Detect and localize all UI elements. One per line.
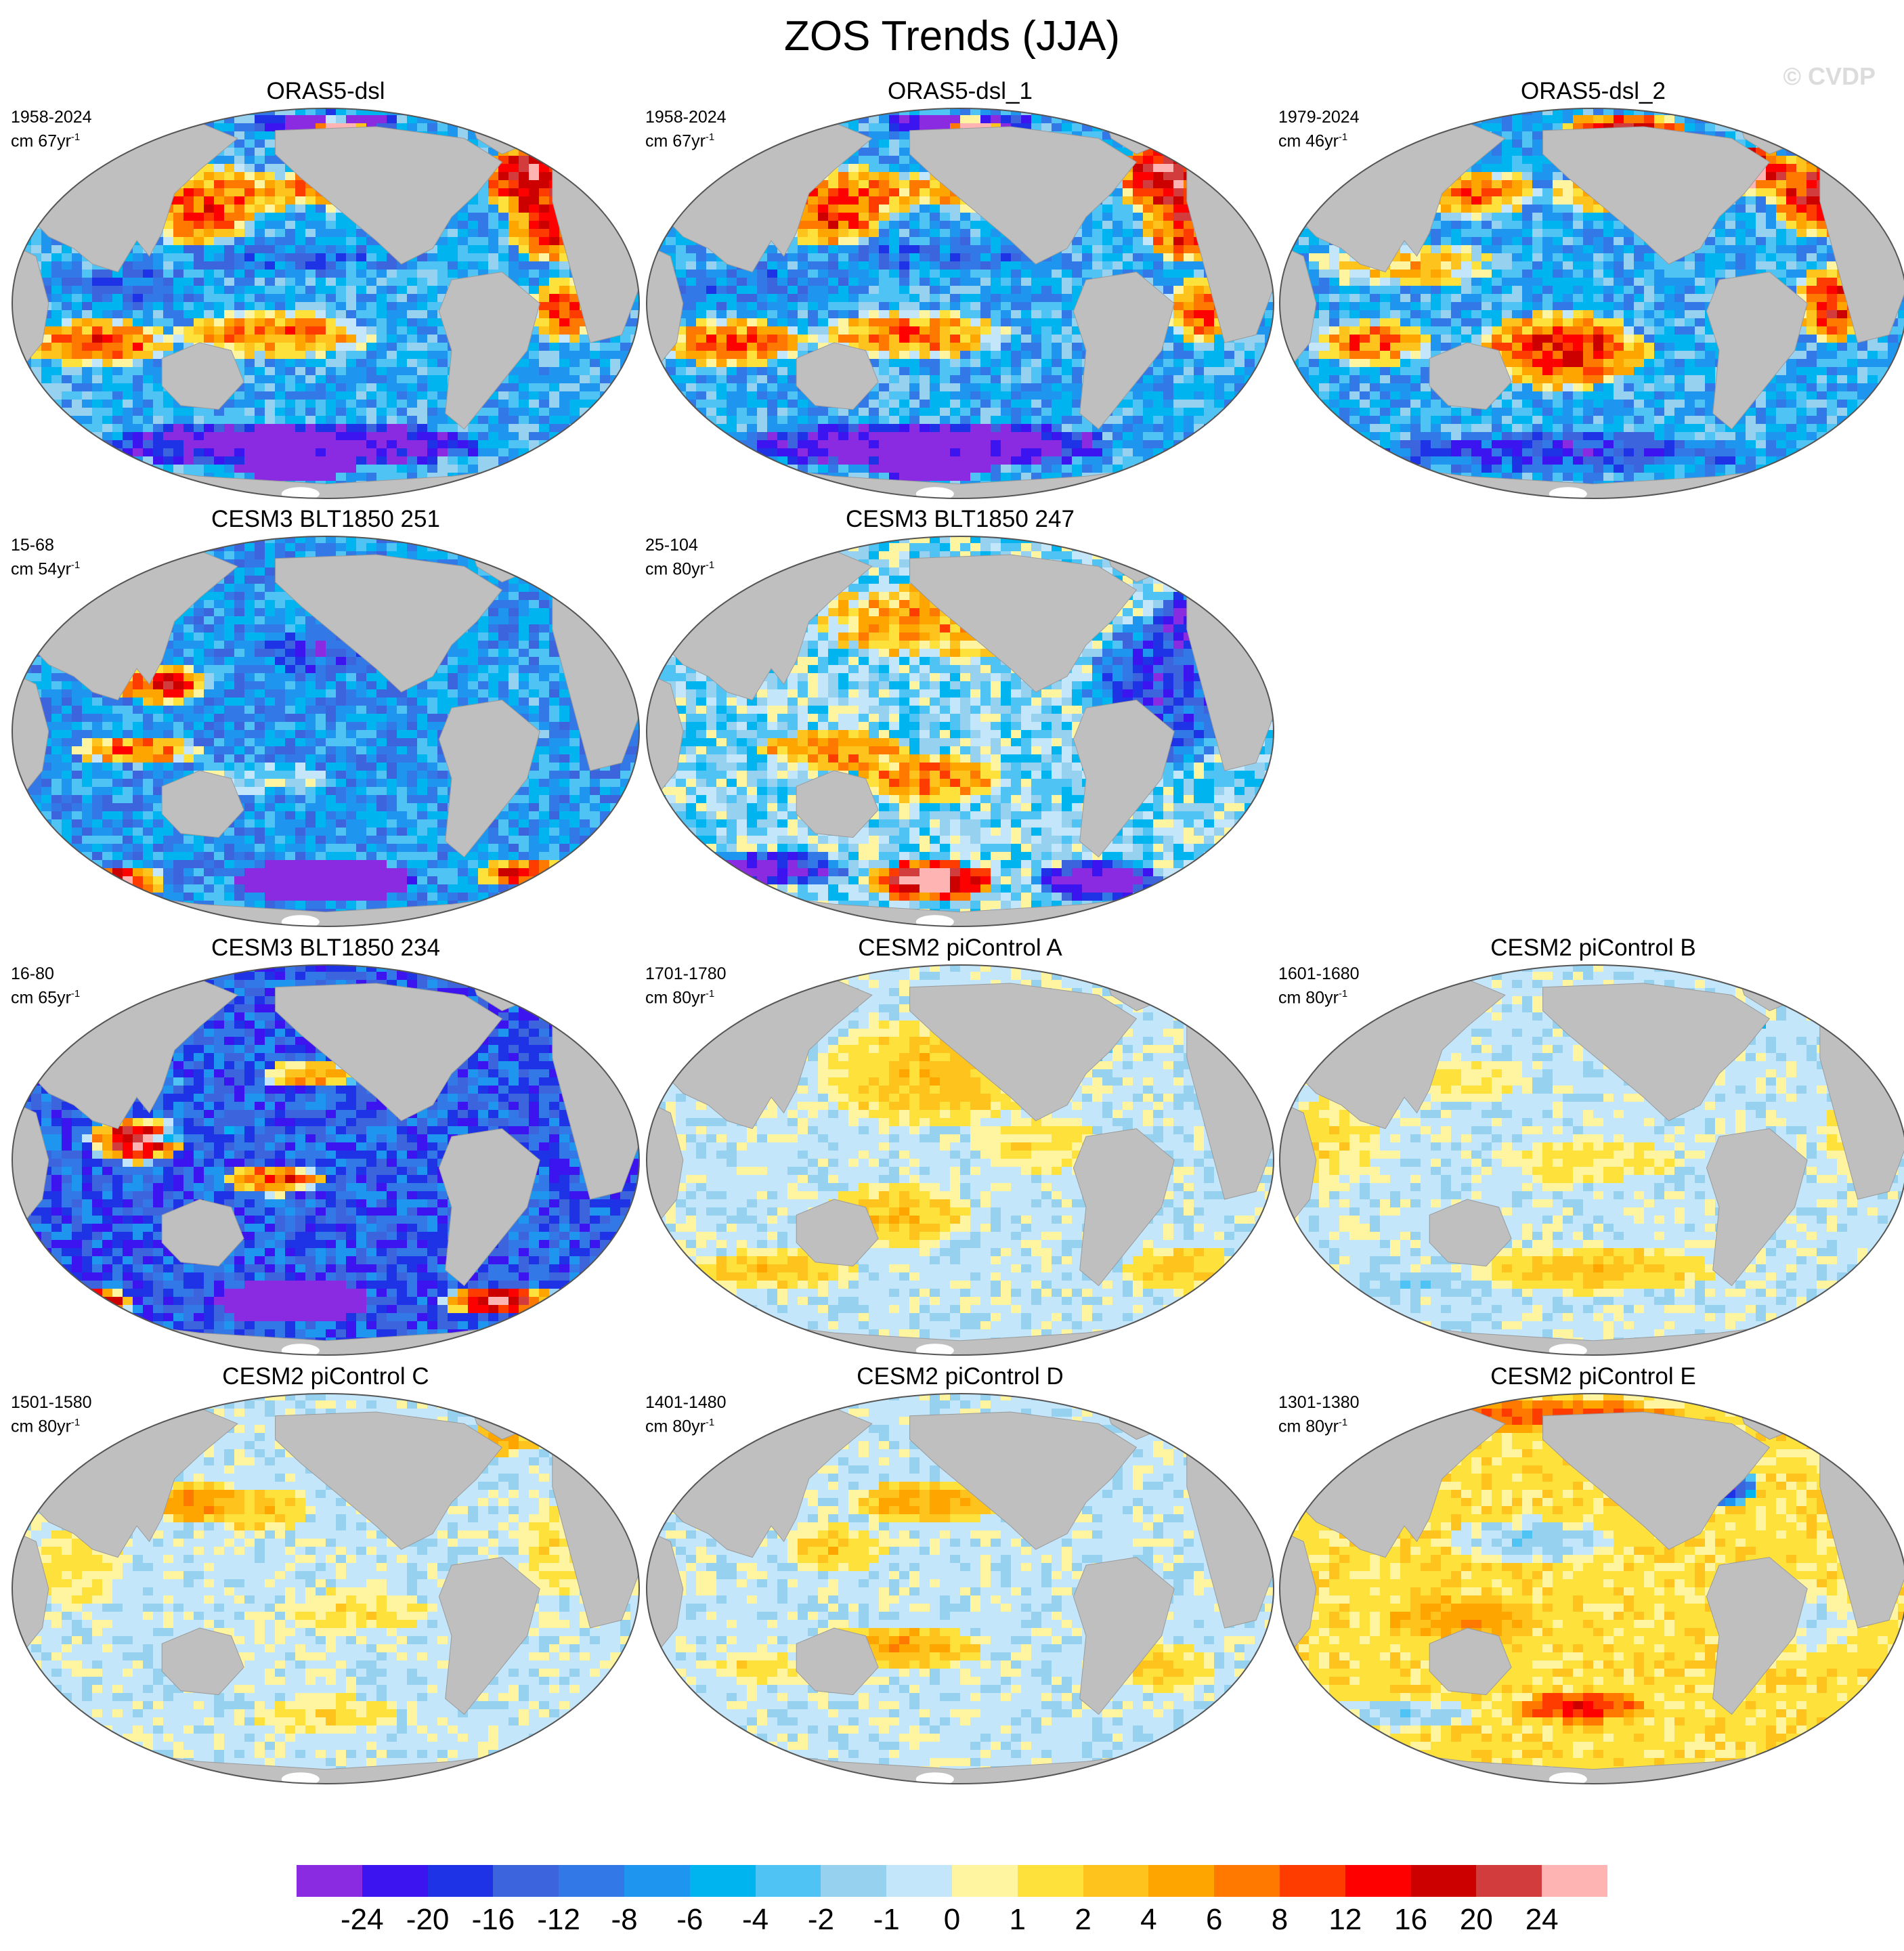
colorbar-tick-label: 24 [1505, 1903, 1579, 1937]
colorbar-tick-label: -24 [325, 1903, 399, 1937]
map-panel-p9: CESM2 piControl C 1501-1580 cm 80yr-1 [11, 1363, 641, 1819]
colorbar-box [624, 1865, 691, 1897]
panel-units: cm 46yr-1 [1278, 127, 1347, 151]
colorbar-box [1083, 1865, 1149, 1897]
map-panel-p11: CESM2 piControl E 1301-1380 cm 80yr-1 [1278, 1363, 1904, 1819]
panel-title: CESM2 piControl C [11, 1361, 641, 1392]
colorbar-box [689, 1865, 756, 1897]
colorbar-box [755, 1865, 821, 1897]
panel-period: 1958-2024 [11, 107, 92, 127]
panel-period: 1301-1380 [1278, 1392, 1360, 1413]
colorbar-box [1148, 1865, 1215, 1897]
colorbar-tick-label: -8 [587, 1903, 662, 1937]
colorbar-tick-label: -2 [783, 1903, 858, 1937]
colorbar-tick-label: -4 [718, 1903, 793, 1937]
colorbar-tick-label: 0 [915, 1903, 989, 1937]
panel-title: ORAS5-dsl [11, 76, 641, 107]
colorbar-tick-label: 20 [1439, 1903, 1513, 1937]
panel-units: cm 65yr-1 [11, 984, 80, 1008]
map-p4 [12, 536, 640, 927]
panel-period: 1701-1780 [645, 964, 727, 984]
colorbar-tick-label: -20 [391, 1903, 465, 1937]
map-p9 [12, 1393, 640, 1784]
map-p2 [646, 108, 1274, 499]
colorbar-box [1476, 1865, 1542, 1897]
panel-units: cm 80yr-1 [1278, 984, 1347, 1008]
colorbar-box [952, 1865, 1018, 1897]
colorbar-box [1280, 1865, 1346, 1897]
figure-title: ZOS Trends (JJA) [0, 12, 1904, 60]
colorbar-box [821, 1865, 887, 1897]
colorbar-box [1214, 1865, 1280, 1897]
colorbar-box [1345, 1865, 1412, 1897]
panel-units: cm 80yr-1 [645, 1413, 714, 1436]
panel-period: 15-68 [11, 535, 54, 555]
map-panel-p7: CESM2 piControl A 1701-1780 cm 80yr-1 [645, 935, 1275, 1390]
panel-period: 1401-1480 [645, 1392, 727, 1413]
panel-title: CESM2 piControl B [1278, 932, 1904, 964]
panel-period: 1979-2024 [1278, 107, 1360, 127]
panel-units: cm 80yr-1 [1278, 1413, 1347, 1436]
panel-title: ORAS5-dsl_1 [645, 76, 1275, 107]
colorbar-tick-label: 12 [1308, 1903, 1383, 1937]
map-panel-p5: CESM3 BLT1850 247 25-104 cm 80yr-1 [645, 506, 1275, 962]
colorbar-box [362, 1865, 429, 1897]
colorbar-box [493, 1865, 559, 1897]
map-panel-p3: ORAS5-dsl_2 1979-2024 cm 46yr-1 [1278, 78, 1904, 534]
panel-units: cm 54yr-1 [11, 555, 80, 579]
map-p5 [646, 536, 1274, 927]
panel-title: CESM3 BLT1850 234 [11, 932, 641, 964]
colorbar-box [886, 1865, 953, 1897]
colorbar-tick-label: -6 [653, 1903, 727, 1937]
colorbar-tick-label: 8 [1242, 1903, 1317, 1937]
colorbar-box [427, 1865, 494, 1897]
map-p6 [12, 964, 640, 1356]
panel-units: cm 80yr-1 [11, 1413, 80, 1436]
colorbar-tick-label: -12 [521, 1903, 596, 1937]
colorbar-tick-label: -16 [456, 1903, 530, 1937]
panel-units: cm 80yr-1 [645, 555, 714, 579]
colorbar-tick-label: -1 [849, 1903, 924, 1937]
panel-units: cm 67yr-1 [645, 127, 714, 151]
map-panel-p1: ORAS5-dsl 1958-2024 cm 67yr-1 [11, 78, 641, 534]
map-p8 [1279, 964, 1904, 1356]
map-p1 [12, 108, 640, 499]
map-panel-p6: CESM3 BLT1850 234 16-80 cm 65yr-1 [11, 935, 641, 1390]
map-panel-p2: ORAS5-dsl_1 1958-2024 cm 67yr-1 [645, 78, 1275, 534]
panel-units: cm 80yr-1 [645, 984, 714, 1008]
panel-title: CESM2 piControl E [1278, 1361, 1904, 1392]
map-p10 [646, 1393, 1274, 1784]
panel-title: CESM2 piControl A [645, 932, 1275, 964]
panel-period: 1501-1580 [11, 1392, 92, 1413]
colorbar-box [1542, 1865, 1608, 1897]
map-p7 [646, 964, 1274, 1356]
map-panel-p10: CESM2 piControl D 1401-1480 cm 80yr-1 [645, 1363, 1275, 1819]
colorbar-box [1017, 1865, 1084, 1897]
panel-title: ORAS5-dsl_2 [1278, 76, 1904, 107]
panel-period: 16-80 [11, 964, 54, 984]
map-p11 [1279, 1393, 1904, 1784]
panel-title: CESM3 BLT1850 247 [645, 504, 1275, 535]
panel-period: 1601-1680 [1278, 964, 1360, 984]
map-p3 [1279, 108, 1904, 499]
panel-title: CESM2 piControl D [645, 1361, 1275, 1392]
colorbar-tick-label: 6 [1177, 1903, 1251, 1937]
panel-title: CESM3 BLT1850 251 [11, 504, 641, 535]
panel-units: cm 67yr-1 [11, 127, 80, 151]
colorbar-tick-label: 1 [980, 1903, 1055, 1937]
colorbar-box [1410, 1865, 1477, 1897]
panel-period: 1958-2024 [645, 107, 727, 127]
colorbar-tick-label: 2 [1046, 1903, 1121, 1937]
map-panel-p4: CESM3 BLT1850 251 15-68 cm 54yr-1 [11, 506, 641, 962]
colorbar [297, 1865, 1608, 1897]
colorbar-tick-label: 4 [1111, 1903, 1186, 1937]
panel-period: 25-104 [645, 535, 698, 555]
watermark: © CVDP [1783, 62, 1876, 91]
colorbar-box [297, 1865, 363, 1897]
colorbar-box [559, 1865, 625, 1897]
colorbar-tick-label: 16 [1374, 1903, 1448, 1937]
map-panel-p8: CESM2 piControl B 1601-1680 cm 80yr-1 [1278, 935, 1904, 1390]
